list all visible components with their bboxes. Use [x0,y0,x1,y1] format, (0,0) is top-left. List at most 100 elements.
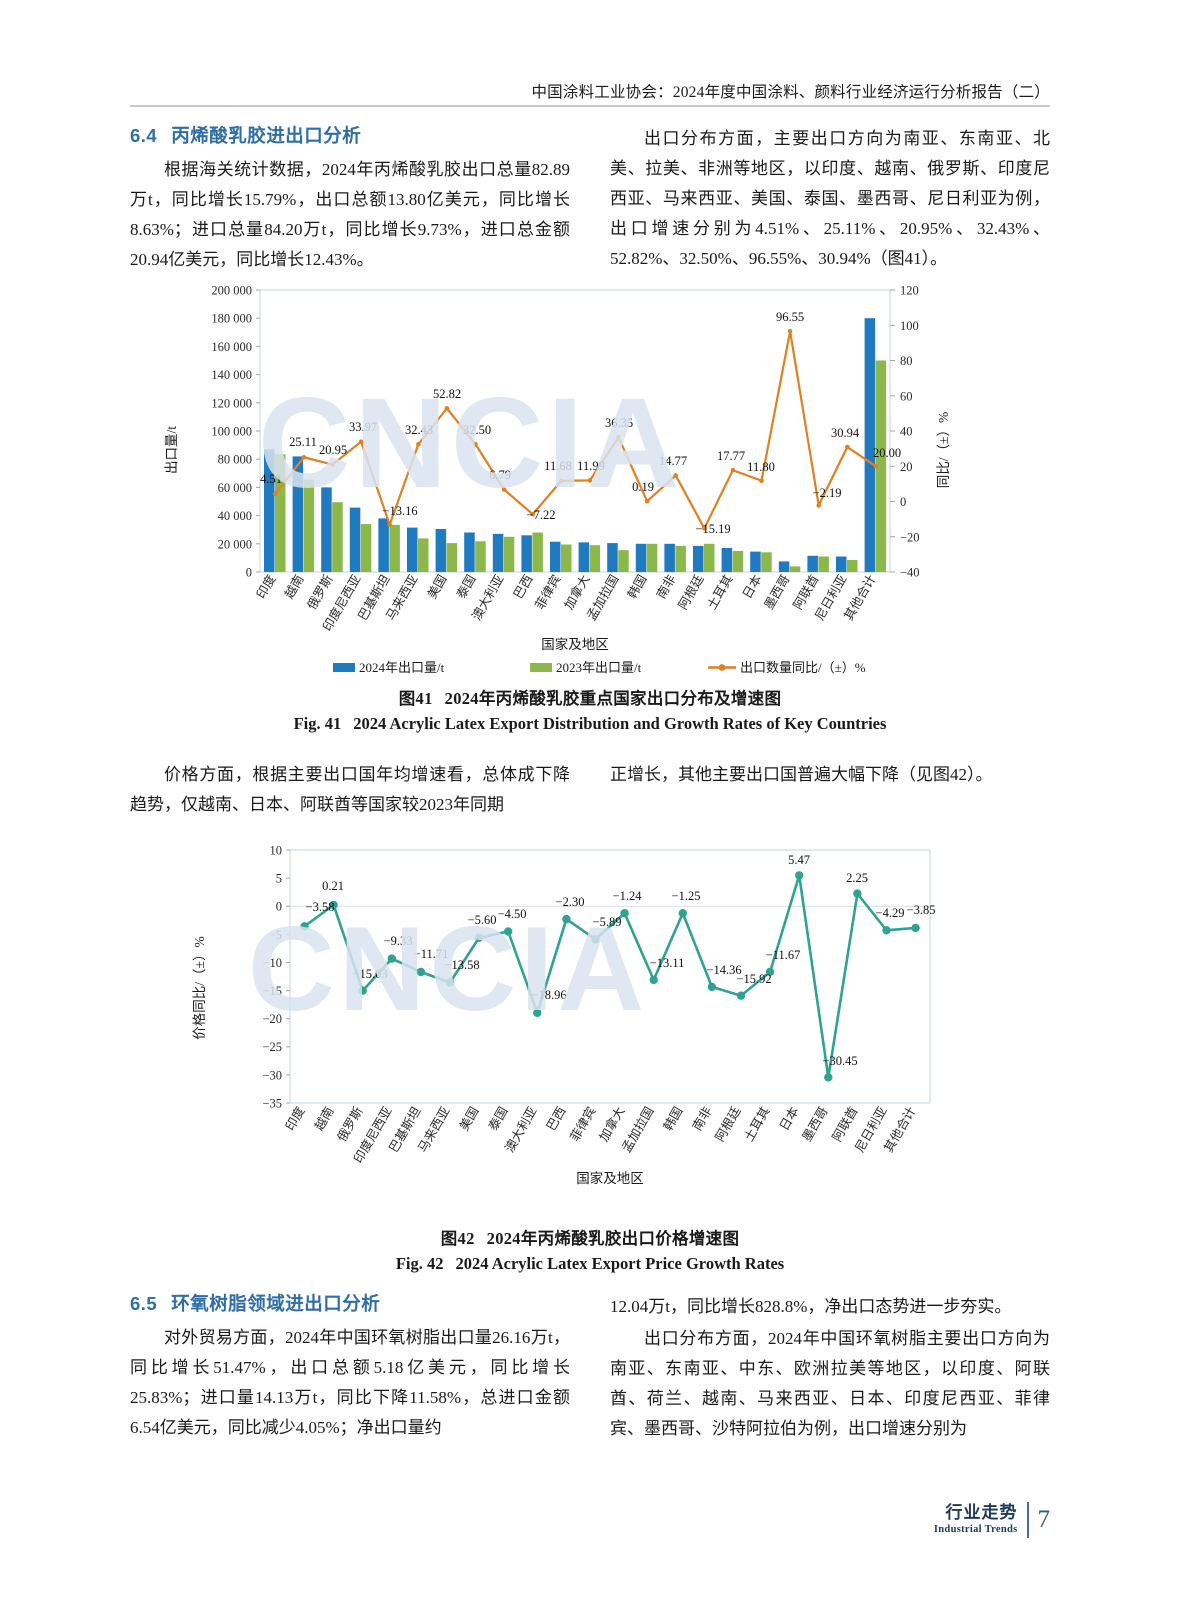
svg-text:120 000: 120 000 [211,396,252,410]
fig41-y2-axis: 120 100 80 60 40 20 0 −20 −40 [890,284,951,580]
svg-text:印度: 印度 [253,572,279,602]
fig42-x-axis: 印度 越南 俄罗斯 印度尼西亚 巴基斯坦 马来西亚 美国 泰国 澳大利亚 巴西 … [282,1104,918,1166]
svg-text:0: 0 [246,566,252,580]
svg-text:−25: −25 [262,1040,282,1054]
svg-text:−3.58: −3.58 [306,900,335,914]
svg-text:80 000: 80 000 [218,453,252,467]
svg-text:−15: −15 [262,984,282,998]
svg-text:−5.89: −5.89 [593,915,622,929]
fig41-bars-2023 [275,360,887,572]
svg-text:−15.19: −15.19 [695,522,730,536]
svg-text:−1.24: −1.24 [613,889,643,903]
svg-text:泰国: 泰国 [486,1105,511,1134]
svg-text:−14.36: −14.36 [706,963,741,977]
svg-text:10: 10 [270,844,283,858]
footer-divider [1026,1502,1029,1538]
svg-text:加拿大: 加拿大 [561,572,593,612]
svg-text:韩国: 韩国 [660,1104,685,1133]
svg-text:11.68: 11.68 [544,459,572,473]
paragraph-6-5-right-1: 12.04万t，同比增长828.8%，净出口态势进一步夯实。 [610,1297,1012,1316]
column-left-bottom: 6.5 环氧树脂领域进出口分析 对外贸易方面，2024年中国环氧树脂出口量26.1… [130,1290,570,1445]
svg-text:4.51: 4.51 [260,472,282,486]
svg-text:−15.92: −15.92 [736,972,771,986]
svg-text:140 000: 140 000 [211,368,252,382]
fig42-svg: 10 5 0 −5 −10 −15 −20 −25 −30 −35 [192,844,936,1187]
svg-text:−4.50: −4.50 [498,907,527,921]
svg-text:菲律宾: 菲律宾 [532,572,564,612]
middle-columns: 价格方面，根据主要出口国年均增速看，总体成下降趋势，仅越南、日本、阿联酋等国家较… [130,760,1050,822]
footer-brand-en: Industrial Trends [933,1524,1018,1535]
fig41-legend: 2024年出口量/t 2023年出口量/t 出口数量同比/（±）% [333,660,866,675]
fig41-growth-line: 4.51 25.11 20.95 33.97 −13.16 32.43 52.8… [260,310,901,536]
svg-text:60: 60 [900,389,913,403]
svg-text:33.97: 33.97 [349,420,377,434]
svg-text:南非: 南非 [653,572,678,601]
svg-text:200 000: 200 000 [211,284,252,298]
section-number: 6.4 [130,125,158,146]
svg-text:160 000: 160 000 [211,340,252,354]
figure-42-caption: 图42 2024年丙烯酸乳胶出口价格增速图 Fig. 42 2024 Acrylic… [130,1226,1050,1276]
column-right-middle: 正增长，其他主要出口国普遍大幅下降（见图42）。 [610,760,1050,792]
svg-text:0.19: 0.19 [632,480,654,494]
svg-text:80: 80 [900,354,913,368]
svg-text:40: 40 [900,425,913,439]
svg-text:20.95: 20.95 [319,443,347,457]
svg-text:越南: 越南 [311,1104,336,1133]
svg-text:−4.29: −4.29 [876,906,905,920]
svg-text:20 000: 20 000 [218,537,252,551]
svg-text:阿联酋: 阿联酋 [790,572,822,612]
svg-text:0: 0 [900,495,906,509]
fig41-xlabel: 国家及地区 [541,636,609,652]
paragraph-6-5-right-2: 出口分布方面，2024年中国环氧树脂主要出口方向为南亚、东南亚、中东、欧洲拉美等… [610,1329,1050,1438]
svg-text:美国: 美国 [425,573,450,602]
fig41-title-en: 2024 Acrylic Latex Export Distribution a… [353,714,887,733]
svg-text:40 000: 40 000 [218,509,252,523]
paragraph-6-5-left: 对外贸易方面，2024年中国环氧树脂出口量26.16万t，同比增长51.47%，… [130,1328,570,1437]
top-columns: 6.4 丙烯酸乳胶进出口分析 根据海关统计数据，2024年丙烯酸乳胶出口总量82.… [130,122,1050,277]
svg-text:−9.33: −9.33 [384,934,413,948]
fig41-bars-2024 [264,318,876,572]
svg-text:−13.58: −13.58 [444,958,479,972]
svg-text:印度: 印度 [282,1104,308,1134]
svg-text:2024年出口量/t: 2024年出口量/t [359,660,445,675]
svg-text:−18.96: −18.96 [531,988,566,1002]
svg-text:墨西哥: 墨西哥 [762,573,793,612]
svg-text:美国: 美国 [457,1105,482,1134]
svg-text:−20: −20 [262,1012,282,1026]
fig41-y2label: 同比/（±）% [936,412,951,488]
section-heading-6-5: 6.5 环氧树脂领域进出口分析 [130,1290,570,1316]
figure-41-caption: 图41 2024年丙烯酸乳胶重点国家出口分布及增速图 Fig. 41 2024 Ac… [130,686,1050,736]
svg-text:出口数量同比/（±）%: 出口数量同比/（±）% [740,660,866,675]
svg-text:巴西: 巴西 [511,573,536,602]
svg-text:−13.16: −13.16 [382,504,417,518]
svg-text:60 000: 60 000 [218,481,252,495]
section-title: 丙烯酸乳胶进出口分析 [171,125,362,146]
svg-text:−11.71: −11.71 [414,947,449,961]
svg-text:5.47: 5.47 [788,853,810,867]
chart-fig42: CNCIA 10 5 0 −5 −10 −15 −20 −25 −30 [130,838,1050,1248]
fig41-title-cn: 2024年丙烯酸乳胶重点国家出口分布及增速图 [444,689,782,708]
svg-text:韩国: 韩国 [624,572,649,601]
svg-text:180 000: 180 000 [211,312,252,326]
svg-text:96.55: 96.55 [776,310,804,324]
svg-text:0.21: 0.21 [322,879,344,893]
paragraph-6-4-left: 根据海关统计数据，2024年丙烯酸乳胶出口总量82.89万t，同比增长15.79… [130,160,570,269]
svg-text:−3.85: −3.85 [907,903,936,917]
svg-text:−2.19: −2.19 [813,486,842,500]
column-left-top: 6.4 丙烯酸乳胶进出口分析 根据海关统计数据，2024年丙烯酸乳胶出口总量82.… [130,122,570,277]
svg-text:−1.25: −1.25 [672,889,701,903]
fig42-xlabel: 国家及地区 [576,1170,644,1186]
svg-text:30.94: 30.94 [831,426,860,440]
svg-text:5: 5 [276,872,282,886]
svg-text:36.35: 36.35 [605,416,633,430]
svg-text:2023年出口量/t: 2023年出口量/t [556,660,642,675]
svg-text:墨西哥: 墨西哥 [800,1105,831,1144]
fig41-data-labels: 4.51 25.11 20.95 33.97 −13.16 32.43 52.8… [260,310,901,536]
svg-text:0: 0 [276,900,282,914]
column-right-top: 出口分布方面，主要出口方向为南亚、东南亚、北美、拉美、非洲等地区，以印度、越南、… [610,122,1050,276]
svg-text:120: 120 [900,284,919,298]
svg-text:越南: 越南 [281,572,306,601]
svg-text:土耳其: 土耳其 [705,573,736,612]
svg-text:−7.22: −7.22 [527,508,556,522]
fig41-y-axis: 200 000 180 000 160 000 140 000 120 000 … [164,284,260,580]
